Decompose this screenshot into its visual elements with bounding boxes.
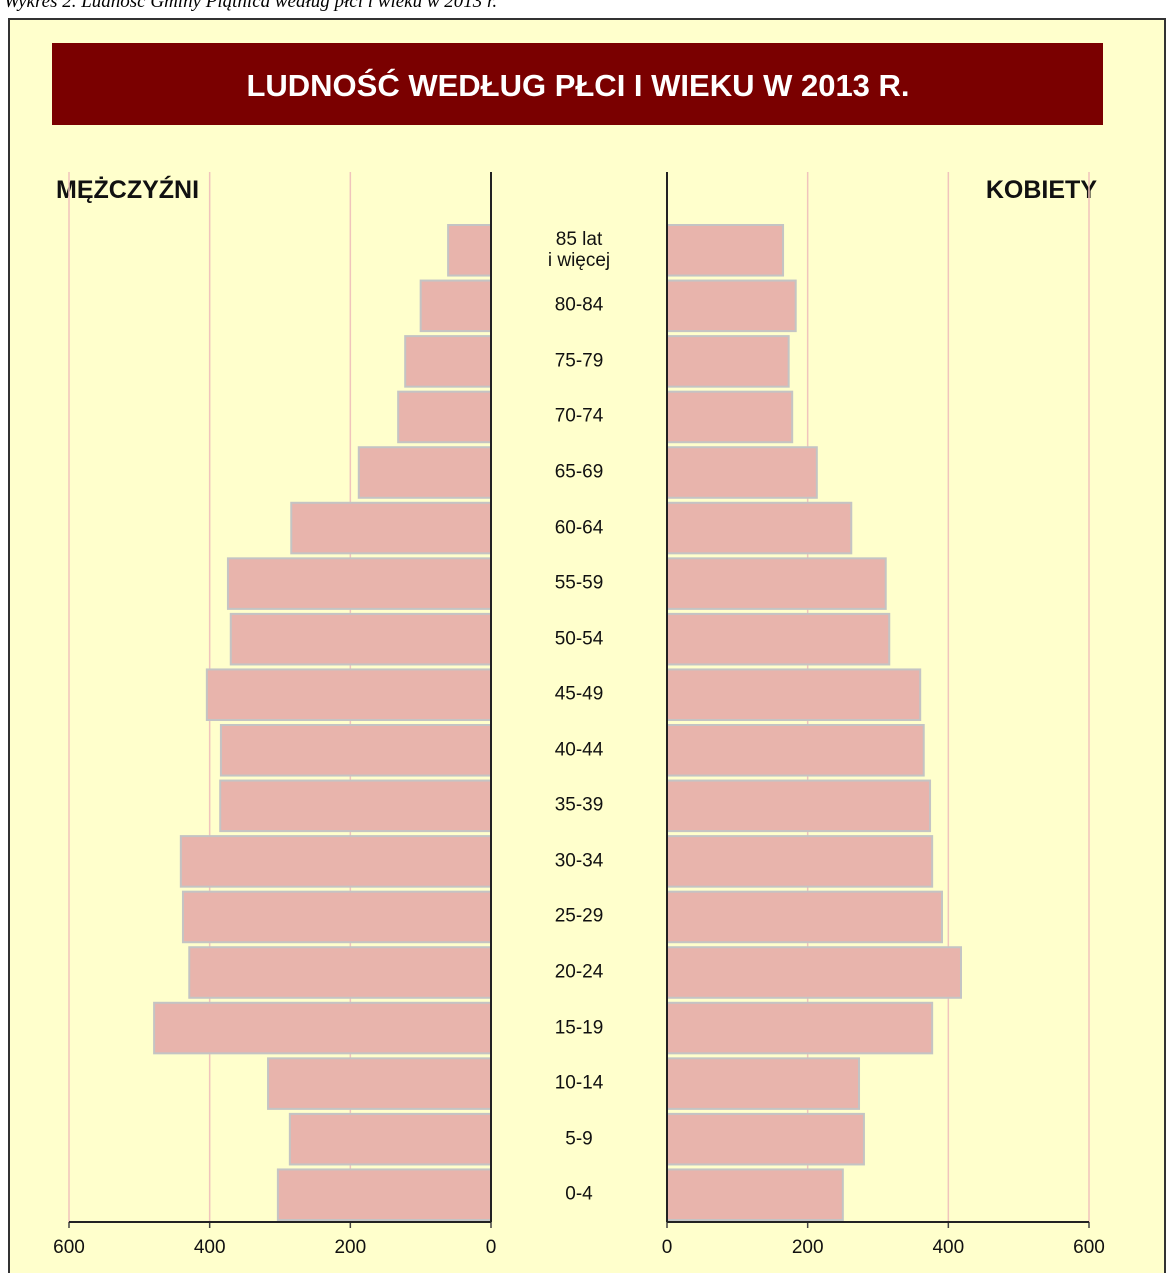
legend-left: MĘŻCZYŹNI bbox=[56, 175, 199, 204]
category-label: 25-29 bbox=[554, 905, 604, 927]
category-label: 40-44 bbox=[554, 739, 604, 761]
bar bbox=[229, 612, 492, 666]
bar bbox=[666, 779, 932, 833]
x-tick-label: 200 bbox=[334, 1237, 366, 1258]
bar bbox=[179, 835, 493, 888]
x-tick-label: 400 bbox=[194, 1237, 226, 1258]
bar bbox=[205, 668, 492, 722]
bar bbox=[153, 1001, 492, 1055]
x-tick-label: 0 bbox=[662, 1237, 673, 1258]
bar bbox=[666, 557, 887, 610]
bar bbox=[666, 335, 790, 388]
bar bbox=[290, 501, 492, 555]
category-label: 65-69 bbox=[554, 461, 604, 483]
category-label: 55-59 bbox=[554, 572, 604, 594]
x-tick-label: 600 bbox=[1073, 1237, 1105, 1258]
category-label: 5-9 bbox=[565, 1128, 593, 1150]
category-label: 80-84 bbox=[554, 294, 604, 316]
bar bbox=[666, 724, 925, 777]
bar bbox=[447, 224, 493, 277]
bar bbox=[666, 835, 934, 888]
category-label: 35-39 bbox=[554, 794, 604, 816]
category-label: 30-34 bbox=[554, 850, 604, 872]
bar bbox=[666, 612, 891, 666]
chart-frame bbox=[8, 18, 1166, 1273]
category-label: 45-49 bbox=[554, 683, 604, 705]
category-label: 50-54 bbox=[554, 628, 604, 650]
category-label: 85 lat i więcej bbox=[547, 228, 611, 271]
category-label: 70-74 bbox=[554, 405, 604, 427]
x-tick-label: 200 bbox=[792, 1237, 824, 1258]
category-label: 75-79 bbox=[554, 350, 604, 372]
bar bbox=[666, 1057, 861, 1110]
bar bbox=[666, 390, 794, 444]
title-banner bbox=[52, 43, 1103, 125]
bar bbox=[276, 1168, 493, 1222]
bar bbox=[666, 668, 922, 722]
bar bbox=[666, 446, 818, 499]
bar bbox=[666, 1001, 934, 1055]
bar bbox=[419, 279, 492, 333]
bar bbox=[226, 557, 492, 610]
x-tick-label: 600 bbox=[53, 1237, 85, 1258]
x-tick-label: 400 bbox=[932, 1237, 964, 1258]
bar bbox=[219, 724, 492, 777]
bar bbox=[666, 1168, 844, 1222]
bar bbox=[397, 390, 492, 444]
bar bbox=[666, 1112, 865, 1166]
bar bbox=[188, 946, 493, 999]
caption: Wykres 2. Ludność Gminy Piątnica według … bbox=[4, 0, 498, 12]
x-tick-label: 0 bbox=[486, 1237, 497, 1258]
bar bbox=[267, 1057, 492, 1110]
category-label: 20-24 bbox=[554, 961, 604, 983]
category-label: 10-14 bbox=[554, 1072, 604, 1094]
bar bbox=[181, 890, 492, 944]
category-label: 15-19 bbox=[554, 1017, 604, 1039]
category-label: 60-64 bbox=[554, 517, 604, 539]
legend-right: KOBIETY bbox=[986, 176, 1097, 204]
bar bbox=[666, 224, 785, 277]
bar bbox=[219, 779, 492, 833]
chart-title: LUDNOŚĆ WEDŁUG PŁCI I WIEKU W 2013 R. bbox=[246, 67, 909, 103]
category-label: 0-4 bbox=[565, 1183, 593, 1205]
bar bbox=[666, 279, 797, 333]
bar bbox=[666, 890, 944, 944]
bar bbox=[288, 1112, 493, 1166]
bar bbox=[404, 335, 492, 388]
bar bbox=[666, 946, 962, 999]
bar bbox=[357, 446, 493, 499]
bar bbox=[666, 501, 853, 555]
